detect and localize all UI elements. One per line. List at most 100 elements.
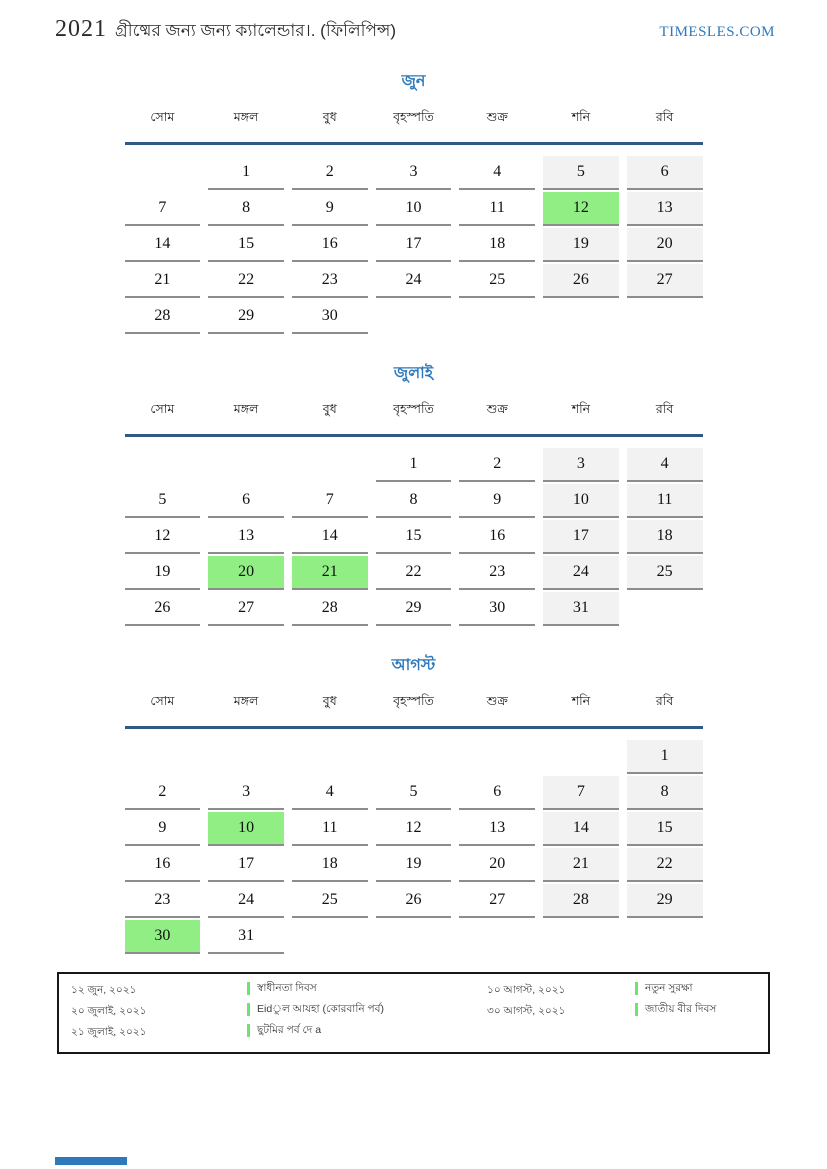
empty-cell xyxy=(459,740,535,774)
legend-date: ২১ জুলাই, ২০২১ xyxy=(71,1026,147,1038)
day-cell: 8 xyxy=(375,484,452,518)
day-cell: 4 xyxy=(626,448,703,482)
empty-cell xyxy=(376,920,452,954)
empty-cell xyxy=(292,920,368,954)
day-cell: 26 xyxy=(543,264,619,298)
day-cell: 21 xyxy=(124,264,201,298)
weekday-label: বুধ xyxy=(322,110,337,124)
day-cell: 25 xyxy=(459,264,536,298)
day-cell: 27 xyxy=(208,592,284,626)
day-cell: 3 xyxy=(208,776,284,810)
day-cell: 21 xyxy=(543,848,619,882)
weekday-label: মঙ্গল xyxy=(233,402,259,416)
day-cell: 28 xyxy=(124,300,201,334)
day-cell: 18 xyxy=(291,848,368,882)
legend-date xyxy=(487,1024,627,1025)
weekday-label: সোম xyxy=(150,694,175,708)
legend-spacer xyxy=(635,1024,756,1037)
day-cell: 17 xyxy=(375,228,452,262)
empty-cell xyxy=(627,300,703,334)
legend-date: ২০ জুলাই, ২০২১ xyxy=(71,1005,147,1017)
header-rule xyxy=(124,434,703,437)
day-cell: 31 xyxy=(543,592,619,626)
day-cell: 1 xyxy=(626,740,703,774)
calendar-months: জুন সোম মঙ্গল বুধ বৃহস্পতি শুক্র শনি রবি 1 2 3 4 5 6 7… xyxy=(124,68,703,954)
day-cell: 16 xyxy=(459,520,536,554)
empty-cell xyxy=(459,300,535,334)
page-title: 2021 গ্রীষ্মের জন্য জন্য ক্যালেন্ডার।. (… xyxy=(55,16,396,46)
day-cell: 16 xyxy=(124,848,201,882)
empty-cell xyxy=(543,740,619,774)
day-cell: 24 xyxy=(208,884,284,918)
weekday-label: রবি xyxy=(655,694,674,708)
day-cell: 30 xyxy=(124,920,201,954)
day-cell: 27 xyxy=(626,264,703,298)
day-cell: 5 xyxy=(124,484,201,518)
day-cell: 3 xyxy=(375,156,452,190)
weekday-label: রবি xyxy=(655,110,674,124)
day-cell: 23 xyxy=(124,884,201,918)
day-cell: 24 xyxy=(543,556,619,590)
site-link[interactable]: TIMESLES.COM xyxy=(659,24,775,40)
day-cell: 20 xyxy=(208,556,284,590)
title-text: গ্রীষ্মের জন্য জন্য ক্যালেন্ডার।. (ফিলিপ… xyxy=(115,21,397,40)
legend-label: Eidুল আযহা (কোরবানি পর্ব) xyxy=(247,1003,479,1016)
day-cell: 11 xyxy=(626,484,703,518)
day-cell: 16 xyxy=(291,228,368,262)
day-cell: 21 xyxy=(291,556,368,590)
day-cell: 22 xyxy=(375,556,452,590)
day-cell: 14 xyxy=(291,520,368,554)
day-cell: 15 xyxy=(626,812,703,846)
day-cell: 19 xyxy=(375,848,452,882)
day-cell: 31 xyxy=(208,920,284,954)
month-grid: 1 2 3 4 5 6 7 8 9 10 11 12 13 14 15 16 17 18 19 20 21 22 23 24 2… xyxy=(124,448,703,626)
weekday-label: শনি xyxy=(571,402,591,416)
weekday-label: শুক্র xyxy=(486,110,508,124)
empty-cell xyxy=(125,740,201,774)
day-cell: 2 xyxy=(291,156,368,190)
day-cell: 29 xyxy=(208,300,284,334)
day-cell: 10 xyxy=(375,192,452,226)
legend-date: ১২ জুন, ২০২১ xyxy=(71,984,137,996)
day-cell: 17 xyxy=(543,520,619,554)
day-cell: 9 xyxy=(124,812,201,846)
day-cell: 30 xyxy=(459,592,536,626)
month-3: আগস্ট সোম মঙ্গল বুধ বৃহস্পতি শুক্র শনি রবি 1 2 3 4 5… xyxy=(124,652,703,954)
empty-cell xyxy=(208,740,284,774)
day-cell: 26 xyxy=(124,592,201,626)
header-rule xyxy=(124,142,703,145)
weekday-header-row: সোম মঙ্গল বুধ বৃহস্পতি শুক্র শনি রবি xyxy=(125,109,703,129)
legend-date: ৩০ আগস্ট, ২০২১ xyxy=(487,1005,566,1017)
day-cell: 28 xyxy=(291,592,368,626)
weekday-header-row: সোম মঙ্গল বুধ বৃহস্পতি শুক্র শনি রবি xyxy=(125,401,703,421)
empty-cell xyxy=(376,740,452,774)
day-cell: 13 xyxy=(626,192,703,226)
day-cell: 12 xyxy=(543,192,619,226)
legend-label: নতুন সুরক্ষা xyxy=(635,982,756,995)
month-grid: 1 2 3 4 5 6 7 8 9 10 11 12 13 14 15 16 17 18 19 20 21 22 23 24 2… xyxy=(124,740,703,954)
empty-cell xyxy=(627,592,703,626)
weekday-label: মঙ্গল xyxy=(233,694,259,708)
day-cell: 22 xyxy=(208,264,284,298)
day-cell: 6 xyxy=(626,156,703,190)
day-cell: 13 xyxy=(208,520,284,554)
empty-cell xyxy=(459,920,535,954)
day-cell: 22 xyxy=(626,848,703,882)
day-cell: 11 xyxy=(459,192,536,226)
day-cell: 7 xyxy=(543,776,619,810)
day-cell: 12 xyxy=(375,812,452,846)
day-cell: 13 xyxy=(459,812,536,846)
month-1: জুন সোম মঙ্গল বুধ বৃহস্পতি শুক্র শনি রবি 1 2 3 4 5 6 7… xyxy=(124,68,703,334)
legend-label: স্বাধীনতা দিবস xyxy=(247,982,479,995)
day-cell: 7 xyxy=(124,192,201,226)
day-cell: 25 xyxy=(291,884,368,918)
day-cell: 19 xyxy=(543,228,619,262)
empty-cell xyxy=(543,920,619,954)
header-rule xyxy=(124,726,703,729)
empty-cell xyxy=(125,448,201,482)
day-cell: 20 xyxy=(626,228,703,262)
day-cell: 3 xyxy=(543,448,619,482)
weekday-label: সোম xyxy=(150,402,175,416)
weekday-label: বুধ xyxy=(322,694,337,708)
legend-box: ১২ জুন, ২০২১ স্বাধীনতা দিবস ১০ আগস্ট, ২০২১… xyxy=(57,972,770,1054)
